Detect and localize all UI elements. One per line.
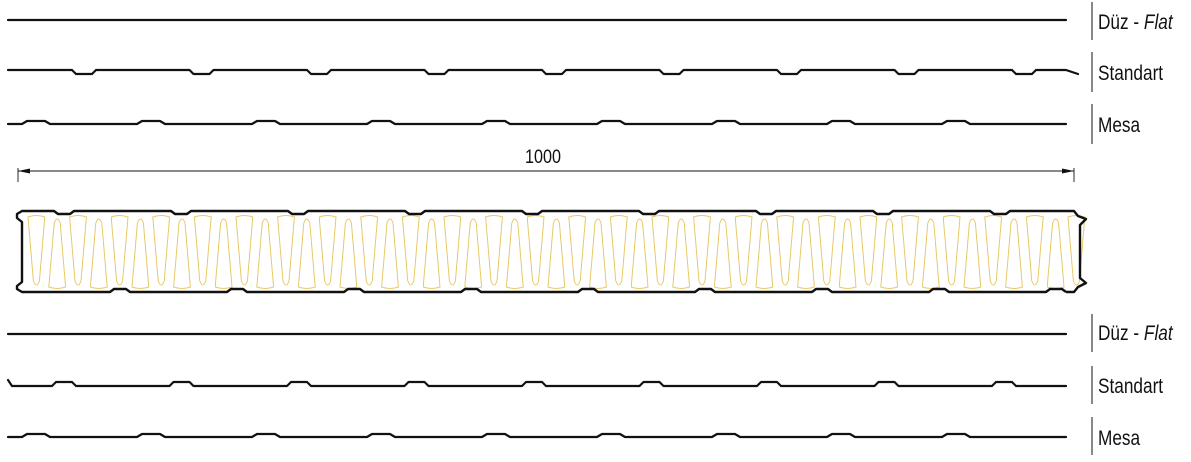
top-mesa-profile-line bbox=[6, 119, 1068, 126]
insulation-cell bbox=[817, 215, 836, 286]
insulation-cell bbox=[256, 218, 275, 289]
insulation-cell bbox=[755, 218, 774, 289]
insulation-cell bbox=[27, 215, 46, 286]
insulation-cell bbox=[235, 215, 254, 286]
insulation-cell bbox=[381, 218, 399, 289]
top-mesa-label: Mesa bbox=[1098, 114, 1141, 137]
insulation-cell bbox=[942, 215, 961, 286]
bottom-flat-label: Düz - Flat bbox=[1098, 322, 1173, 345]
insulation-cell bbox=[89, 218, 108, 289]
insulation-cell bbox=[401, 215, 420, 286]
insulation-cell bbox=[609, 215, 628, 286]
insulation-cell bbox=[797, 218, 815, 289]
panel-right-joint bbox=[1066, 209, 1088, 294]
insulation-cell bbox=[776, 215, 795, 286]
insulation-cell bbox=[443, 215, 462, 286]
insulation-cell bbox=[672, 218, 691, 289]
insulation-cell bbox=[921, 218, 940, 289]
insulation-cell bbox=[693, 215, 711, 286]
insulation-cell bbox=[318, 215, 337, 286]
insulation-cell bbox=[838, 218, 857, 289]
top-flat-label: Düz - Flat bbox=[1098, 11, 1173, 34]
insulation-cell bbox=[69, 215, 87, 286]
top-standart-profile-line bbox=[6, 68, 1080, 76]
insulation-cell bbox=[110, 215, 129, 286]
panel-top-face bbox=[34, 209, 1066, 216]
insulation-cell bbox=[1005, 218, 1023, 289]
insulation-cell bbox=[214, 218, 233, 289]
insulation-cell bbox=[131, 218, 150, 289]
bottom-mesa-label: Mesa bbox=[1098, 427, 1141, 450]
insulation-cell bbox=[734, 215, 753, 286]
insulation-cell bbox=[277, 215, 295, 286]
insulation-cell bbox=[173, 218, 191, 289]
insulation-cell bbox=[339, 218, 358, 289]
insulation-cell bbox=[589, 218, 607, 289]
insulation-cell bbox=[713, 218, 732, 289]
insulation-core bbox=[27, 215, 1086, 289]
panel-left-joint bbox=[15, 209, 34, 294]
insulation-cell bbox=[48, 218, 67, 289]
insulation-cell bbox=[984, 215, 1003, 286]
insulation-cell bbox=[901, 215, 919, 286]
bottom-mesa-profile-line bbox=[6, 432, 1068, 439]
bottom-standart-profile-line bbox=[6, 378, 1068, 388]
insulation-cell bbox=[630, 218, 649, 289]
insulation-cell bbox=[505, 218, 524, 289]
insulation-cell bbox=[963, 218, 982, 289]
insulation-cell bbox=[485, 215, 503, 286]
insulation-cell bbox=[1067, 215, 1086, 286]
insulation-cell bbox=[152, 215, 171, 286]
width-dimension-value: 1000 bbox=[525, 147, 561, 168]
insulation-cell bbox=[297, 218, 316, 289]
insulation-cell bbox=[193, 215, 212, 286]
insulation-cell bbox=[880, 218, 899, 289]
width-dimension bbox=[17, 168, 1075, 182]
insulation-cell bbox=[360, 215, 379, 286]
panel-bottom-face bbox=[34, 287, 1067, 294]
top-standart-label: Standart bbox=[1098, 62, 1164, 85]
insulation-cell bbox=[526, 215, 545, 286]
insulation-cell bbox=[1025, 215, 1044, 286]
insulation-cell bbox=[859, 215, 878, 286]
insulation-cell bbox=[547, 218, 566, 289]
insulation-cell bbox=[651, 215, 670, 286]
bottom-standart-label: Standart bbox=[1098, 375, 1164, 398]
insulation-cell bbox=[568, 215, 587, 286]
insulation-cell bbox=[422, 218, 441, 289]
panel-cross-section bbox=[15, 209, 1088, 294]
